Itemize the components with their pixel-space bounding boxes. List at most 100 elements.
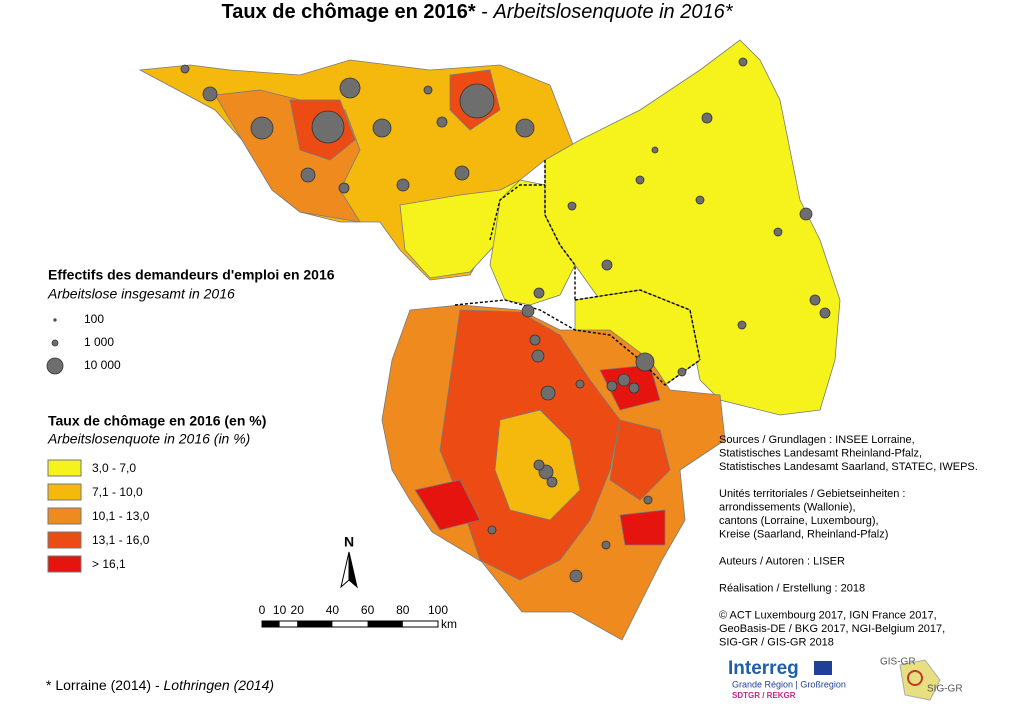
circle (487, 525, 497, 535)
rate-legend-title: Taux de chômage en 2016 (en %) (48, 413, 266, 429)
scale-label: 20 (291, 603, 305, 617)
circle (799, 207, 813, 221)
logo-region: Grande Région | Großregion (732, 679, 846, 689)
circle (423, 85, 433, 95)
title-sep: - (476, 1, 494, 23)
rate-legend-subtitle: Arbeitslosenquote in 2016 (in %) (47, 431, 250, 447)
circle (515, 118, 535, 138)
size-symbol (53, 318, 57, 322)
title: Taux de chômage en 2016* - Arbeitslosenq… (221, 1, 733, 23)
class-swatch (47, 531, 82, 549)
source-line: Kreise (Saarland, Rheinland-Pfalz) (719, 528, 888, 540)
circle (737, 320, 747, 330)
circle (601, 540, 611, 550)
source-line: GeoBasis-DE / BKG 2017, NGI-Belgium 2017… (719, 623, 945, 635)
lorraine-red-1 (414, 479, 481, 531)
luxembourg (489, 179, 576, 306)
size-symbol (46, 357, 64, 375)
circle (531, 349, 545, 363)
source-line: Auteurs / Autoren : LISER (719, 555, 845, 567)
circle (180, 64, 190, 74)
circle (635, 175, 645, 185)
circle (396, 178, 410, 192)
source-line: Sources / Grundlagen : INSEE Lorraine, (719, 434, 915, 446)
circle (635, 352, 655, 372)
circle (643, 495, 653, 505)
circle (809, 294, 821, 306)
circle (628, 382, 640, 394)
scale-label: 100 (428, 603, 448, 617)
map-regions (138, 39, 841, 641)
border-fr (454, 299, 701, 386)
scale-segment (297, 621, 333, 627)
circle (454, 165, 470, 181)
scale-unit: km (441, 617, 457, 631)
circle (311, 110, 345, 144)
scale-label: 60 (361, 603, 375, 617)
circle (606, 380, 618, 392)
class-swatch (47, 483, 82, 501)
circle (372, 118, 392, 138)
footnote-sep: - (151, 677, 163, 693)
circle (738, 57, 748, 67)
class-label: > 16,1 (92, 557, 126, 571)
class-swatch (47, 459, 82, 477)
border-be-lux (489, 184, 545, 241)
size-legend-title: Effectifs des demandeurs d'emploi en 201… (48, 267, 335, 283)
class-label: 7,1 - 10,0 (92, 485, 143, 499)
circle (521, 304, 535, 318)
circle (202, 86, 218, 102)
scale-label: 80 (396, 603, 410, 617)
circle (569, 569, 583, 583)
circle (533, 459, 545, 471)
logo-sig: SIG-GR (927, 684, 963, 695)
circle (540, 385, 556, 401)
class-swatch (47, 507, 82, 525)
logo-interreg: Interreg (728, 658, 799, 679)
circle (701, 112, 713, 124)
circle (529, 334, 541, 346)
source-line: Réalisation / Erstellung : 2018 (719, 582, 865, 594)
source-line: Statistisches Landesamt Saarland, STATEC… (719, 461, 978, 473)
circle (617, 373, 631, 387)
logo-sdtgr: SDTGR / REKGR (732, 691, 796, 700)
scale-segment (367, 621, 403, 627)
scale-segment (262, 621, 280, 627)
class-label: 10,1 - 13,0 (92, 509, 150, 523)
sources: Sources / Grundlagen : INSEE Lorraine,St… (719, 434, 978, 649)
rate-legend: 3,0 - 7,0 7,1 - 10,0 10,1 - 13,0 13,1 - 16,… (47, 459, 150, 573)
north-arrow: N (340, 534, 358, 589)
circle (459, 83, 495, 119)
lorraine-east (609, 419, 671, 501)
circle (601, 259, 613, 271)
circle (575, 379, 585, 389)
source-line: Statistisches Landesamt Rheinland-Pfalz, (719, 447, 922, 459)
size-label: 1 000 (84, 335, 114, 349)
source-line: © ACT Luxembourg 2017, IGN France 2017, (719, 609, 937, 621)
source-line: SIG-GR / GIS-GR 2018 (719, 636, 834, 648)
circle (533, 287, 545, 299)
title-sub: Arbeitslosenquote in 2016* (492, 1, 733, 23)
source-line: arrondissements (Wallonie), (719, 501, 856, 513)
size-legend-subtitle: Arbeitslose insgesamt in 2016 (47, 286, 235, 302)
rhineland-palatinate (544, 39, 841, 416)
circle (819, 307, 831, 319)
circle (567, 201, 577, 211)
circle (651, 146, 659, 154)
class-swatch (47, 555, 82, 573)
scale-label: 10 (273, 603, 287, 617)
size-label: 100 (84, 312, 104, 326)
scale-label: 40 (326, 603, 340, 617)
circle (339, 77, 361, 99)
source-line: cantons (Lorraine, Luxembourg), (719, 515, 879, 527)
circle (695, 195, 705, 205)
footnote-italic: Lothringen (2014) (164, 677, 275, 693)
circle (250, 116, 274, 140)
class-label: 13,1 - 16,0 (92, 533, 150, 547)
source-line: Unités territoriales / Gebietseinheiten … (719, 488, 905, 500)
size-label: 10 000 (84, 358, 121, 372)
circle (338, 182, 350, 194)
lorraine-red-3 (619, 509, 666, 546)
class-label: 3,0 - 7,0 (92, 461, 136, 475)
